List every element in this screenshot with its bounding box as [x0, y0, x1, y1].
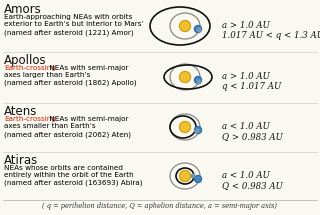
Text: NEAs whose orbits are contained
entirely within the orbit of the Earth
(named af: NEAs whose orbits are contained entirely…	[4, 165, 142, 186]
Circle shape	[197, 80, 201, 84]
Circle shape	[195, 175, 202, 183]
Text: axes smaller than Earth’s
(named after asteroid (2062) Aten): axes smaller than Earth’s (named after a…	[4, 123, 131, 138]
Circle shape	[195, 26, 202, 32]
Text: NEAs with semi-major: NEAs with semi-major	[47, 65, 128, 71]
Text: Earth-crossing: Earth-crossing	[4, 116, 56, 122]
Circle shape	[195, 129, 199, 133]
Circle shape	[191, 174, 195, 178]
Text: NEAs with semi-major: NEAs with semi-major	[47, 116, 128, 122]
Text: a < 1.0 AU: a < 1.0 AU	[222, 171, 270, 180]
Text: 1.017 AU < q < 1.3 AU: 1.017 AU < q < 1.3 AU	[222, 31, 320, 40]
Circle shape	[180, 121, 190, 132]
Text: Apollos: Apollos	[4, 54, 47, 67]
Circle shape	[195, 126, 202, 134]
Text: Q > 0.983 AU: Q > 0.983 AU	[222, 132, 283, 141]
Text: Atiras: Atiras	[4, 154, 38, 167]
Text: axes larger than Earth’s
(named after asteroid (1862) Apollo): axes larger than Earth’s (named after as…	[4, 72, 137, 86]
Text: a > 1.0 AU: a > 1.0 AU	[222, 21, 270, 30]
Text: ( q = perihelion distance, Q = aphelion distance, a = semi-major axis): ( q = perihelion distance, Q = aphelion …	[43, 202, 277, 210]
Text: Earth-crossing: Earth-crossing	[4, 65, 56, 71]
Text: q < 1.017 AU: q < 1.017 AU	[222, 82, 281, 91]
Text: a < 1.0 AU: a < 1.0 AU	[222, 122, 270, 131]
Circle shape	[180, 72, 190, 83]
Text: Atens: Atens	[4, 105, 37, 118]
Text: a > 1.0 AU: a > 1.0 AU	[222, 72, 270, 81]
Circle shape	[195, 77, 202, 83]
Circle shape	[180, 170, 190, 181]
Circle shape	[180, 20, 190, 32]
Circle shape	[197, 28, 201, 32]
Text: Q < 0.983 AU: Q < 0.983 AU	[222, 181, 283, 190]
Text: Earth-approaching NEAs with orbits
exterior to Earth’s but interior to Mars’
(na: Earth-approaching NEAs with orbits exter…	[4, 14, 144, 35]
Text: Amors: Amors	[4, 3, 42, 16]
